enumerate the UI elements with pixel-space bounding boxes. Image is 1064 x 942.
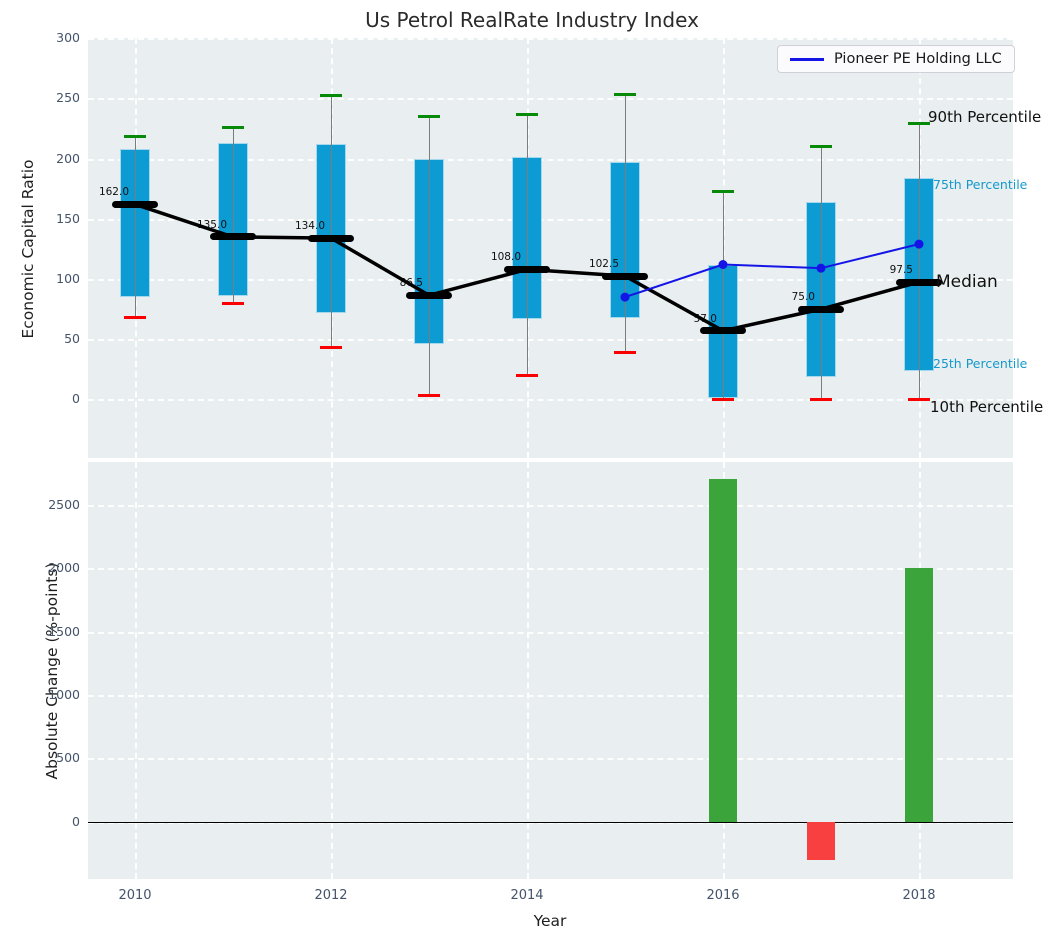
cap-90th-percentile xyxy=(516,112,538,116)
annotation-10th-percentile: 10th Percentile xyxy=(930,397,1044,416)
median-value-label: 97.5 xyxy=(889,264,913,277)
y-tick-label: 250 xyxy=(56,90,80,106)
legend-line-sample xyxy=(790,57,824,61)
cap-10th-percentile xyxy=(810,397,832,401)
h-gridline xyxy=(88,98,1013,101)
chart-title: Us Petrol RealRate Industry Index xyxy=(365,8,699,32)
h-gridline xyxy=(88,631,1013,634)
cap-90th-percentile xyxy=(908,122,930,126)
whisker-line xyxy=(624,94,626,353)
x-tick-label: 2010 xyxy=(118,888,152,903)
bar-positive xyxy=(709,479,737,822)
legend: Pioneer PE Holding LLC xyxy=(777,45,1015,73)
y-tick-label: 300 xyxy=(56,30,80,46)
v-gridline xyxy=(527,462,529,879)
median-marker xyxy=(602,272,648,280)
h-gridline xyxy=(88,821,1013,824)
cap-10th-percentile xyxy=(222,301,244,305)
y-tick-label: 150 xyxy=(56,210,80,226)
cap-10th-percentile xyxy=(516,373,538,377)
top-panel-boxplot: 162.0 135.0 134.0 86.5 108.0 102.5 57.0 75.0 97.… xyxy=(88,38,1013,458)
cap-10th-percentile xyxy=(320,346,342,350)
y-tick-label: 200 xyxy=(56,150,80,166)
x-tick-label: 2014 xyxy=(510,888,544,903)
v-gridline xyxy=(135,462,137,879)
annotation-90th-percentile: 90th Percentile xyxy=(928,108,1042,127)
cap-10th-percentile xyxy=(614,350,636,354)
y-tick-label: 50 xyxy=(64,331,80,347)
zero-line xyxy=(88,821,1013,823)
cap-90th-percentile xyxy=(418,114,440,118)
annotation-75th-percentile: 75th Percentile xyxy=(933,177,1028,193)
whisker-line xyxy=(722,191,724,400)
y-tick-label: 1500 xyxy=(48,623,80,639)
y-tick-label: 0 xyxy=(72,391,80,407)
median-value-label: 135.0 xyxy=(196,218,227,231)
cap-90th-percentile xyxy=(810,145,832,149)
median-value-label: 57.0 xyxy=(693,312,717,325)
h-gridline xyxy=(88,758,1013,761)
x-tick-label: 2016 xyxy=(706,888,740,903)
x-tick-label: 2018 xyxy=(902,888,936,903)
legend-label: Pioneer PE Holding LLC xyxy=(834,51,1002,67)
bar-negative xyxy=(807,821,835,861)
annotation-median: Median xyxy=(936,272,998,293)
cap-90th-percentile xyxy=(712,189,734,193)
whisker-line xyxy=(918,123,920,400)
bar-positive xyxy=(905,568,933,822)
median-value-label: 102.5 xyxy=(588,258,619,270)
x-axis-label: Year xyxy=(533,912,567,930)
whisker-line xyxy=(134,136,136,318)
median-value-label: 108.0 xyxy=(490,251,521,264)
h-gridline xyxy=(88,38,1013,41)
median-marker xyxy=(504,265,550,273)
median-marker xyxy=(406,291,452,299)
h-gridline xyxy=(88,399,1013,402)
median-value-label: 75.0 xyxy=(791,291,815,304)
cap-90th-percentile xyxy=(320,94,342,98)
cap-10th-percentile xyxy=(712,397,734,401)
median-marker xyxy=(112,200,158,208)
bottom-panel-barchart xyxy=(88,462,1013,879)
annotation-25th-percentile: 25th Percentile xyxy=(933,355,1028,371)
y-tick-label: 0 xyxy=(72,813,80,829)
whisker-line xyxy=(428,116,430,396)
median-marker xyxy=(308,234,354,242)
y-tick-label: 100 xyxy=(56,271,80,286)
y-tick-label: 2000 xyxy=(48,560,80,576)
cap-90th-percentile xyxy=(614,93,636,97)
h-gridline xyxy=(88,158,1013,161)
whisker-line xyxy=(330,95,332,348)
whisker-line xyxy=(820,146,822,400)
cap-10th-percentile xyxy=(418,394,440,398)
median-value-label: 134.0 xyxy=(294,220,325,233)
h-gridline xyxy=(88,568,1013,571)
cap-10th-percentile xyxy=(908,397,930,401)
y-tick-label: 1000 xyxy=(48,687,80,702)
whisker-line xyxy=(232,127,234,304)
median-value-label: 162.0 xyxy=(98,186,129,199)
x-tick-label: 2012 xyxy=(314,888,348,903)
y-tick-label: 2500 xyxy=(48,496,80,512)
median-value-label: 86.5 xyxy=(399,277,423,290)
y-tick-label: 500 xyxy=(56,750,80,766)
cap-10th-percentile xyxy=(124,316,146,320)
median-marker xyxy=(700,327,746,335)
top-y-axis-label: Economic Capital Ratio xyxy=(19,159,37,339)
cap-90th-percentile xyxy=(222,125,244,129)
median-marker xyxy=(798,305,844,313)
v-gridline xyxy=(331,462,333,879)
cap-90th-percentile xyxy=(124,135,146,139)
whisker-line xyxy=(526,114,528,376)
median-marker xyxy=(210,233,256,241)
h-gridline xyxy=(88,695,1013,697)
h-gridline xyxy=(88,339,1013,342)
h-gridline xyxy=(88,504,1013,507)
